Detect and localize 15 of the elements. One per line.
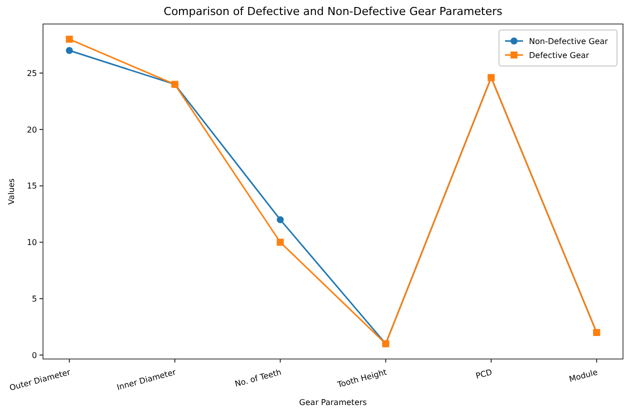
y-tick-label: 5 <box>32 294 37 304</box>
chart-title: Comparison of Defective and Non-Defective Gear Parameters <box>164 5 503 18</box>
y-tick-label: 25 <box>26 68 37 78</box>
x-tick-label: Tooth Height <box>336 368 388 390</box>
y-tick-label: 0 <box>32 350 37 360</box>
x-tick-label: PCD <box>474 368 494 381</box>
x-tick-label: Module <box>568 368 599 384</box>
y-axis-title: Values <box>7 178 16 205</box>
y-tick-label: 20 <box>26 125 37 134</box>
x-tick-label: No. of Teeth <box>234 368 282 389</box>
x-axis-title: Gear Parameters <box>299 398 367 407</box>
y-tick-label: 15 <box>26 182 37 191</box>
legend-label: Non-Defective Gear <box>529 36 609 46</box>
legend-label: Defective Gear <box>529 50 590 60</box>
y-tick-label: 10 <box>26 238 37 248</box>
